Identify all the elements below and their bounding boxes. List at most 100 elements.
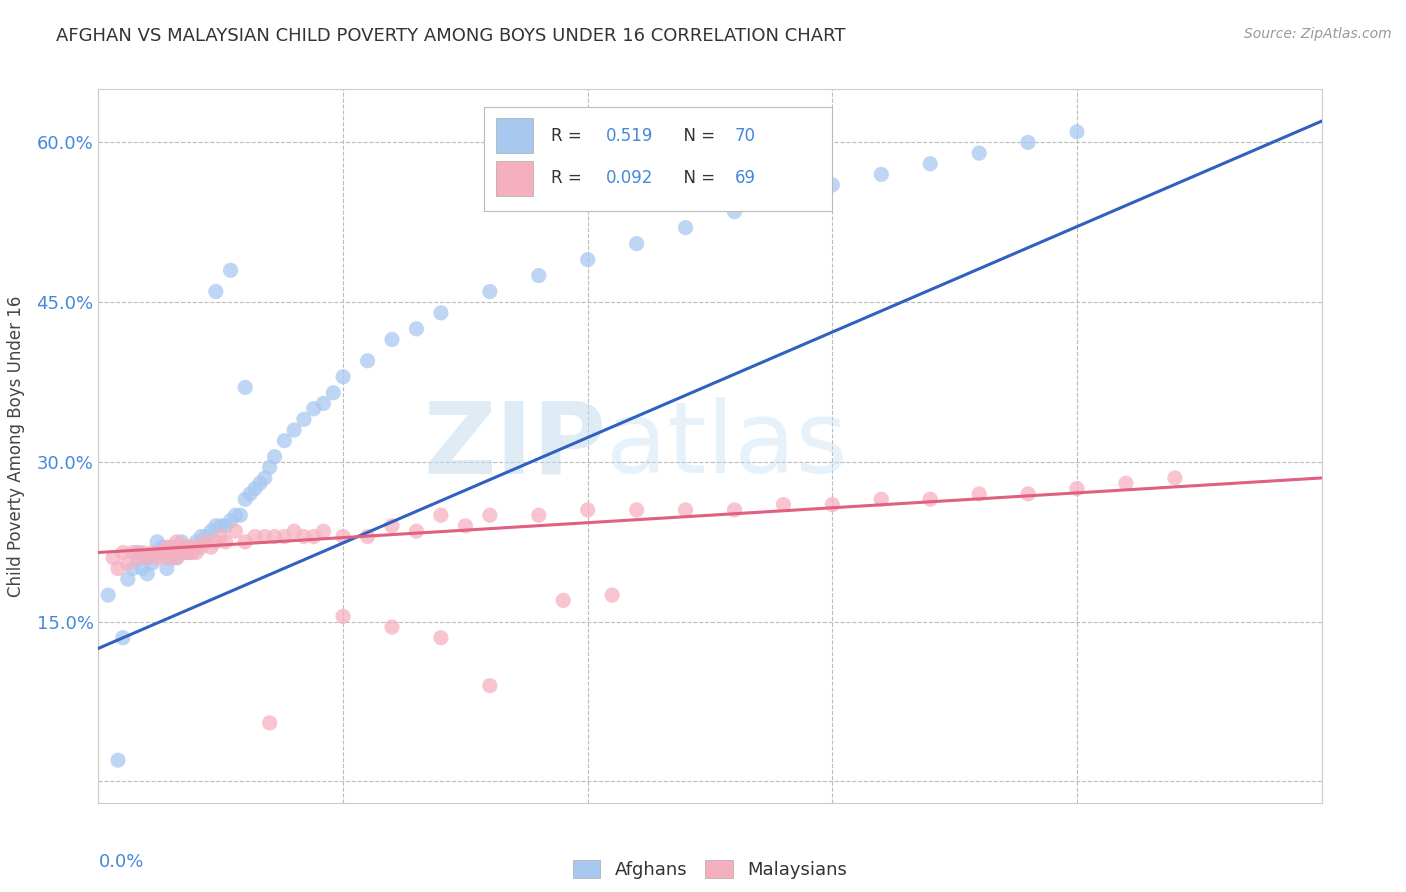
Point (166, 550, 188, 565)
Point (478, 508, 501, 523)
Legend: Afghans, Malaysians: Afghans, Malaysians (567, 853, 853, 887)
Point (209, 529, 232, 543)
Point (166, 545, 188, 559)
Point (166, 550, 188, 565)
Point (170, 534, 193, 549)
Point (117, 556, 139, 570)
Point (527, 508, 550, 523)
Point (626, 236, 648, 251)
Point (146, 550, 169, 565)
Point (1164, 471, 1187, 485)
Point (675, 503, 697, 517)
Point (233, 534, 256, 549)
Point (870, 492, 893, 507)
Point (219, 514, 242, 528)
Point (117, 572, 139, 586)
Point (243, 529, 266, 543)
Point (195, 534, 218, 549)
Point (107, 561, 129, 575)
Point (821, 178, 844, 192)
Point (101, 550, 124, 565)
Point (870, 168, 893, 182)
Point (283, 524, 305, 539)
Point (170, 545, 193, 559)
Point (405, 524, 427, 539)
Point (229, 508, 252, 523)
Point (600, 588, 623, 602)
Point (454, 519, 477, 533)
Point (263, 529, 285, 543)
Point (332, 529, 354, 543)
Point (131, 550, 153, 565)
Point (150, 545, 173, 559)
Text: R =: R = (551, 127, 588, 145)
FancyBboxPatch shape (484, 107, 832, 211)
Point (170, 540, 193, 554)
Point (141, 545, 163, 559)
Text: 0.519: 0.519 (606, 127, 654, 145)
Point (186, 545, 208, 559)
Text: ZIP: ZIP (423, 398, 606, 494)
Point (527, 268, 550, 283)
Point (302, 529, 325, 543)
Text: N =: N = (673, 127, 721, 145)
Point (259, 460, 281, 475)
Point (136, 566, 159, 581)
Point (121, 545, 143, 559)
Point (332, 369, 354, 384)
Point (405, 322, 427, 336)
Point (302, 401, 325, 416)
Point (224, 524, 246, 539)
Point (381, 620, 404, 634)
Point (626, 503, 648, 517)
Point (576, 252, 599, 267)
Point (121, 561, 143, 575)
Point (160, 540, 183, 554)
Point (111, 545, 134, 559)
Point (332, 609, 354, 624)
Point (180, 545, 202, 559)
Text: 0.092: 0.092 (606, 169, 654, 187)
Point (233, 380, 256, 394)
Text: 0.0%: 0.0% (98, 853, 143, 871)
Point (312, 524, 335, 539)
Point (675, 220, 697, 235)
Point (214, 534, 236, 549)
Point (136, 550, 159, 565)
Point (107, 753, 129, 767)
Point (322, 385, 344, 400)
Point (127, 545, 149, 559)
Point (233, 492, 256, 507)
Point (723, 204, 745, 219)
Point (292, 412, 315, 426)
Point (381, 519, 404, 533)
Point (160, 540, 183, 554)
Point (136, 550, 159, 565)
Point (723, 503, 745, 517)
Point (1066, 482, 1088, 496)
Point (127, 550, 149, 565)
Point (243, 482, 266, 496)
Point (176, 545, 198, 559)
Point (150, 540, 173, 554)
Point (186, 540, 208, 554)
Text: 69: 69 (734, 169, 755, 187)
Point (186, 540, 208, 554)
Point (111, 631, 134, 645)
Point (821, 498, 844, 512)
Point (920, 492, 942, 507)
Point (292, 529, 315, 543)
Point (180, 545, 202, 559)
Point (205, 519, 228, 533)
Point (190, 529, 212, 543)
Point (967, 487, 990, 501)
Text: AFGHAN VS MALAYSIAN CHILD POVERTY AMONG BOYS UNDER 16 CORRELATION CHART: AFGHAN VS MALAYSIAN CHILD POVERTY AMONG … (56, 27, 846, 45)
Text: R =: R = (551, 169, 588, 187)
Point (141, 556, 163, 570)
Point (576, 503, 599, 517)
Point (224, 508, 246, 523)
Point (176, 540, 198, 554)
Text: 70: 70 (734, 127, 755, 145)
Point (772, 188, 794, 202)
Point (186, 534, 208, 549)
